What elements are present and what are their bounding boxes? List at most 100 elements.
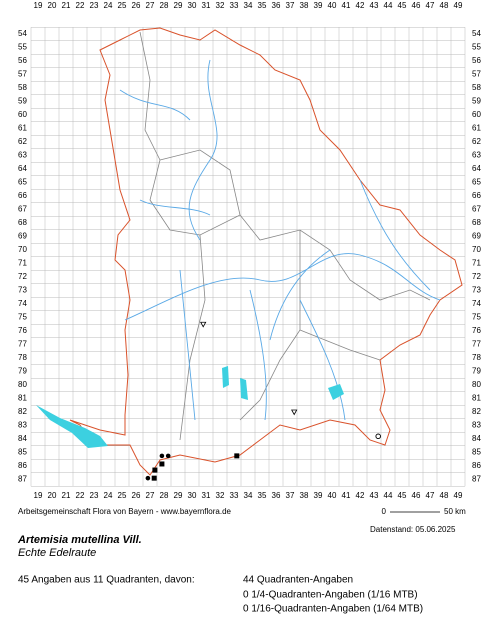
row-label: 73 (472, 286, 481, 295)
row-label: 87 (472, 475, 481, 484)
column-label: 26 (132, 491, 141, 500)
column-label: 30 (188, 1, 197, 10)
row-label: 55 (472, 43, 481, 52)
column-label: 28 (160, 491, 169, 500)
column-label: 19 (34, 1, 43, 10)
row-label: 63 (18, 151, 27, 160)
row-label: 81 (18, 394, 27, 403)
column-label: 27 (146, 491, 155, 500)
column-label: 42 (356, 1, 365, 10)
row-label: 72 (18, 272, 27, 281)
row-label: 74 (18, 299, 27, 308)
column-label: 49 (454, 491, 463, 500)
row-label: 69 (472, 232, 481, 241)
marker-triangle (200, 321, 207, 328)
column-label: 41 (342, 1, 351, 10)
marker-square (151, 475, 157, 481)
date: Datenstand: 05.06.2025 (370, 525, 456, 534)
scale-start: 0 (382, 507, 387, 516)
column-label: 20 (48, 1, 57, 10)
column-label: 36 (272, 1, 281, 10)
column-label: 33 (230, 1, 239, 10)
lake-constance (36, 405, 108, 448)
bavaria-border (69, 27, 463, 476)
marker-circle (375, 433, 381, 440)
row-label: 67 (18, 205, 27, 214)
column-label: 36 (272, 491, 281, 500)
column-label: 31 (202, 491, 211, 500)
column-label: 44 (384, 1, 393, 10)
scale-end: 50 km (444, 507, 466, 516)
column-label: 29 (174, 1, 183, 10)
column-label: 45 (398, 491, 407, 500)
column-label: 43 (370, 491, 379, 500)
row-label: 55 (18, 43, 27, 52)
row-label: 74 (472, 299, 481, 308)
column-label: 47 (426, 491, 435, 500)
column-label: 33 (230, 491, 239, 500)
row-label: 61 (472, 124, 481, 133)
row-label: 59 (472, 97, 481, 106)
grid (30, 27, 466, 487)
column-label: 29 (174, 491, 183, 500)
row-label: 78 (472, 353, 481, 362)
row-label: 76 (472, 326, 481, 335)
row-label: 85 (472, 448, 481, 457)
row-label: 68 (18, 218, 27, 227)
count: 0 1/16-Quadranten-Angaben (1/64 MTB) (243, 604, 423, 615)
row-label: 85 (18, 448, 27, 457)
row-label: 64 (472, 164, 481, 173)
column-label: 26 (132, 1, 141, 10)
column-label: 24 (104, 491, 113, 500)
column-label: 32 (216, 1, 225, 10)
row-label: 54 (472, 29, 481, 38)
lake-starnberg (240, 378, 248, 400)
column-label: 46 (412, 1, 421, 10)
column-label: 20 (48, 491, 57, 500)
column-label: 28 (160, 1, 169, 10)
column-label: 41 (342, 491, 351, 500)
row-label: 80 (472, 380, 481, 389)
row-label: 58 (472, 83, 481, 92)
row-label: 77 (472, 340, 481, 349)
column-label: 23 (90, 491, 99, 500)
row-label: 62 (472, 137, 481, 146)
row-label: 83 (472, 421, 481, 430)
lake-chiemsee (328, 384, 344, 400)
common-name: Echte Edelraute (18, 547, 96, 559)
row-label: 71 (18, 259, 27, 268)
row-label: 82 (472, 407, 481, 416)
column-label: 30 (188, 491, 197, 500)
rivers (119, 59, 441, 421)
row-label: 78 (18, 353, 27, 362)
row-label: 77 (18, 340, 27, 349)
row-label: 83 (18, 421, 27, 430)
column-label: 25 (118, 1, 127, 10)
row-label: 84 (18, 434, 27, 443)
marker-dot (159, 453, 165, 459)
summary: 45 Angaben aus 11 Quadranten, davon: (18, 575, 195, 586)
row-label: 65 (472, 178, 481, 187)
row-label: 76 (18, 326, 27, 335)
row-label: 79 (18, 367, 27, 376)
credit: Arbeitsgemeinschaft Flora von Bayern - w… (18, 507, 232, 516)
column-label: 21 (62, 491, 71, 500)
row-label: 86 (18, 461, 27, 470)
row-label: 54 (18, 29, 27, 38)
column-label: 38 (300, 1, 309, 10)
column-label: 48 (440, 491, 449, 500)
column-label: 45 (398, 1, 407, 10)
column-label: 22 (76, 491, 85, 500)
column-label: 23 (90, 1, 99, 10)
column-label: 37 (286, 491, 295, 500)
column-label: 31 (202, 1, 211, 10)
column-label: 19 (34, 491, 43, 500)
row-label: 57 (472, 70, 481, 79)
row-label: 70 (18, 245, 27, 254)
column-label: 48 (440, 1, 449, 10)
column-label: 46 (412, 491, 421, 500)
row-label: 61 (18, 124, 27, 133)
row-label: 81 (472, 394, 481, 403)
marker-triangle (291, 409, 298, 416)
